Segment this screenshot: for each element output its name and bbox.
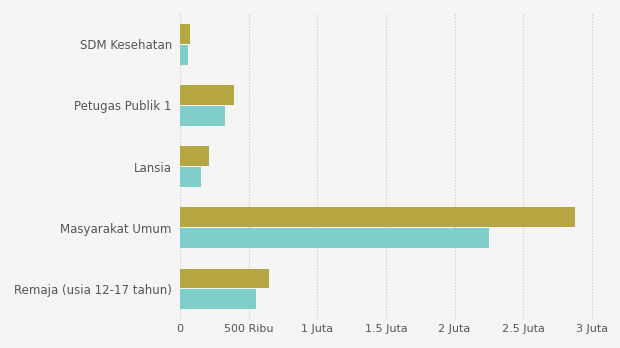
Bar — [180, 289, 255, 309]
Bar — [180, 106, 226, 126]
Bar — [180, 269, 269, 288]
Bar — [180, 207, 575, 227]
Bar — [180, 167, 202, 187]
Bar — [180, 147, 209, 166]
Bar — [180, 228, 489, 248]
Bar — [180, 45, 188, 65]
Bar — [180, 85, 234, 105]
Bar — [180, 24, 190, 44]
